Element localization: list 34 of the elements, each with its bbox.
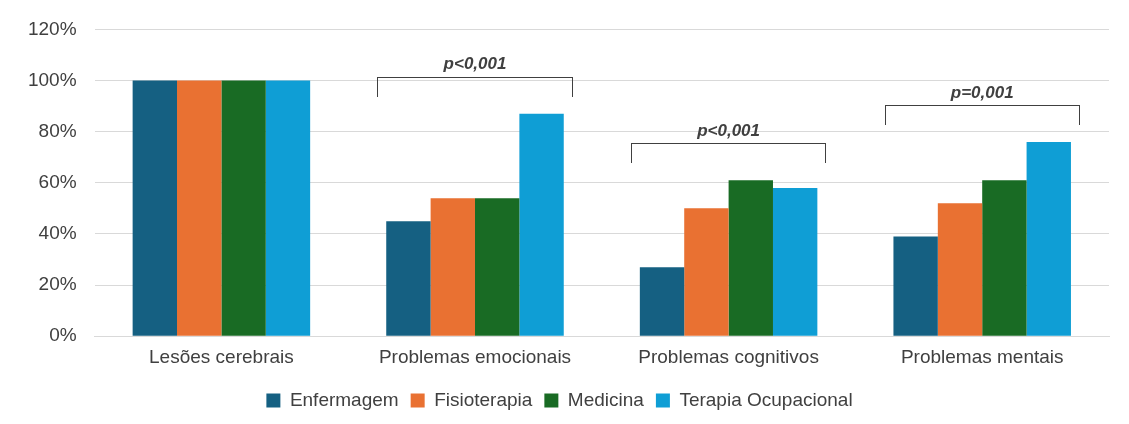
legend-label: Terapia Ocupacional [679, 388, 853, 410]
legend-label: Medicina [567, 388, 645, 410]
bar [386, 221, 431, 336]
bar [475, 198, 520, 336]
bar [1026, 141, 1071, 336]
y-tick-label: 100% [27, 68, 77, 90]
annotation: p<0,001 [696, 120, 761, 140]
bar [132, 80, 178, 336]
x-tick-label: Problemas cognitivos [638, 345, 819, 367]
bar [772, 187, 818, 336]
annotation: p<0,001 [442, 54, 507, 74]
x-tick-label: Lesões cerebrais [149, 345, 294, 367]
bar [684, 208, 729, 336]
bar [430, 198, 475, 336]
bar [519, 113, 564, 336]
bar [937, 203, 983, 336]
y-tick-label: 120% [27, 17, 77, 39]
legend-label: Enfermagem [289, 388, 399, 410]
annotation: p=0,001 [949, 82, 1014, 102]
bar [982, 180, 1027, 336]
bar [893, 236, 938, 336]
bar [639, 267, 685, 336]
bar [728, 180, 773, 336]
legend-label: Fisioterapia [434, 388, 533, 410]
y-tick-label: 20% [38, 273, 77, 295]
bar [221, 80, 266, 336]
bar [265, 80, 311, 336]
y-tick-label: 80% [38, 119, 77, 141]
x-tick-label: Problemas mentais [900, 345, 1064, 367]
y-tick-label: 60% [38, 171, 77, 193]
bar [177, 80, 222, 336]
x-tick-label: Problemas emocionais [378, 345, 572, 367]
y-tick-label: 40% [38, 222, 77, 244]
y-tick-label: 0% [49, 324, 77, 346]
